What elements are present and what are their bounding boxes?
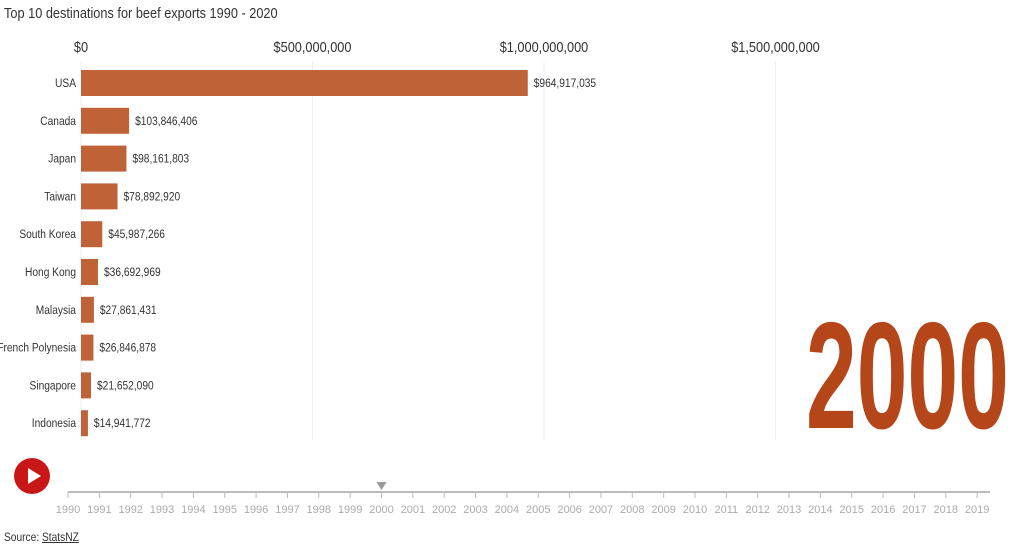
- current-year-label: 2000: [806, 291, 1009, 461]
- source-label: Source:: [4, 530, 40, 544]
- bar: [81, 70, 528, 96]
- bar: [81, 259, 98, 285]
- category-label: Canada: [40, 115, 76, 128]
- bar: [81, 372, 92, 399]
- timeline-year-label[interactable]: 1992: [118, 504, 142, 516]
- value-label: $98,161,803: [132, 153, 189, 166]
- category-label: Malaysia: [36, 304, 77, 317]
- timeline-year-label[interactable]: 2018: [934, 504, 958, 516]
- bar: [81, 334, 94, 361]
- bar: [81, 107, 130, 134]
- timeline-year-label[interactable]: 1990: [56, 504, 80, 516]
- timeline-year-label[interactable]: 2007: [589, 504, 613, 516]
- value-label: $36,692,969: [104, 266, 161, 279]
- value-label: $964,917,035: [534, 77, 596, 90]
- value-label: $45,987,266: [108, 229, 165, 242]
- source-note: Source: StatsNZ: [4, 530, 79, 544]
- category-label: USA: [55, 77, 76, 90]
- timeline-year-label[interactable]: 1999: [338, 504, 362, 516]
- timeline-year-label[interactable]: 1996: [244, 504, 268, 516]
- timeline-year-label[interactable]: 2013: [777, 504, 801, 516]
- x-tick-label: $1,500,000,000: [731, 38, 820, 55]
- timeline-year-label[interactable]: 1993: [150, 504, 174, 516]
- x-tick-label: $500,000,000: [274, 38, 352, 55]
- timeline-year-label[interactable]: 2009: [651, 504, 675, 516]
- x-tick-label: $1,000,000,000: [500, 38, 589, 55]
- timeline-year-label[interactable]: 2000: [369, 504, 393, 516]
- timeline-handle[interactable]: [376, 482, 387, 490]
- value-label: $103,846,406: [135, 115, 197, 128]
- source-link[interactable]: StatsNZ: [41, 530, 79, 544]
- timeline-year-label[interactable]: 2016: [871, 504, 895, 516]
- category-label: Taiwan: [44, 191, 76, 204]
- timeline-year-label[interactable]: 1997: [275, 504, 299, 516]
- timeline-year-label[interactable]: 2003: [463, 504, 487, 516]
- timeline-year-label[interactable]: 2014: [808, 504, 832, 516]
- chart-subtitle: Top 10 destinations for beef exports 199…: [4, 5, 278, 22]
- timeline-year-label[interactable]: 2006: [557, 504, 581, 516]
- bar: [81, 296, 94, 323]
- timeline-year-label[interactable]: 2001: [401, 504, 425, 516]
- bar: [81, 221, 103, 248]
- bar: [81, 410, 88, 437]
- timeline-year-label[interactable]: 2012: [745, 504, 769, 516]
- timeline-year-label[interactable]: 2010: [683, 504, 707, 516]
- timeline-year-label[interactable]: 2004: [495, 504, 519, 516]
- timeline-year-label[interactable]: 1994: [181, 504, 205, 516]
- play-button[interactable]: [14, 458, 50, 494]
- timeline-year-label[interactable]: 2015: [840, 504, 864, 516]
- category-label: Singapore: [30, 380, 76, 393]
- x-tick-label: $0: [74, 38, 88, 55]
- value-label: $21,652,090: [97, 380, 154, 393]
- value-label: $78,892,920: [124, 191, 181, 204]
- timeline-year-label[interactable]: 2005: [526, 504, 550, 516]
- category-label: Hong Kong: [25, 266, 76, 279]
- category-label: South Korea: [19, 229, 76, 242]
- timeline-year-label[interactable]: 2017: [902, 504, 926, 516]
- category-label: Indonesia: [32, 418, 77, 431]
- timeline-year-label[interactable]: 1995: [213, 504, 237, 516]
- timeline-year-label[interactable]: 1991: [87, 504, 111, 516]
- timeline-year-label[interactable]: 1998: [307, 504, 331, 516]
- category-label: French Polynesia: [0, 342, 77, 355]
- timeline-year-label[interactable]: 2011: [715, 504, 739, 516]
- value-label: $14,941,772: [94, 418, 151, 431]
- value-label: $27,861,431: [100, 304, 157, 317]
- timeline-year-label[interactable]: 2019: [965, 504, 989, 516]
- timeline-year-label[interactable]: 2002: [432, 504, 456, 516]
- timeline-year-label[interactable]: 2008: [620, 504, 644, 516]
- bar: [81, 183, 118, 210]
- bar: [81, 145, 127, 172]
- category-label: Japan: [48, 153, 76, 166]
- value-label: $26,846,878: [99, 342, 156, 355]
